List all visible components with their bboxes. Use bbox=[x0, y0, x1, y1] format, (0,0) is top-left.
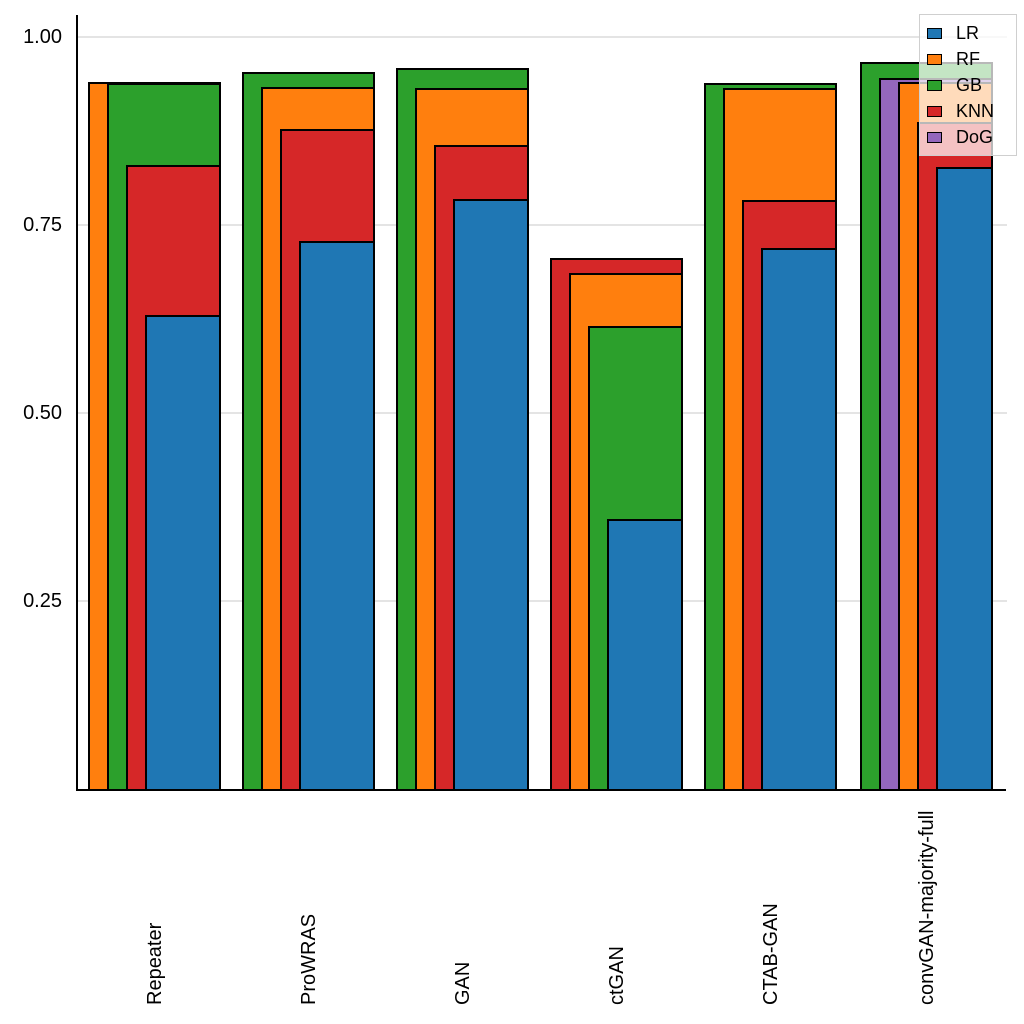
legend-item-LR: LR bbox=[927, 20, 1009, 46]
legend-swatch-icon bbox=[927, 105, 942, 117]
legend-item-RF: RF bbox=[927, 46, 1009, 72]
y-tick-label: 1.00 bbox=[23, 26, 62, 48]
x-tick-label-GAN: GAN bbox=[451, 961, 474, 1005]
legend-label: GB bbox=[956, 74, 983, 95]
bar-ProWRAS-LR bbox=[299, 241, 375, 791]
legend-item-KNN: KNN bbox=[927, 98, 1009, 124]
bar-Repeater-LR bbox=[145, 315, 221, 791]
legend-swatch-icon bbox=[927, 131, 942, 143]
legend-swatch-icon bbox=[927, 27, 942, 39]
gridline-0.75 bbox=[76, 224, 1007, 226]
legend-label: RF bbox=[956, 48, 980, 69]
legend-label: KNN bbox=[956, 100, 995, 121]
legend-label: DoG bbox=[956, 126, 994, 147]
x-tick-label-Repeater: Repeater bbox=[143, 922, 166, 1005]
gridline-1.00 bbox=[76, 36, 1007, 38]
y-tick-label: 0.75 bbox=[23, 214, 62, 236]
gridline-0.50 bbox=[76, 412, 1007, 414]
legend-item-GB: GB bbox=[927, 72, 1009, 98]
x-tick-label-convGAN-majority-full: convGAN-majority-full bbox=[915, 810, 938, 1005]
gridline-0.25 bbox=[76, 600, 1007, 602]
legend-swatch-icon bbox=[927, 53, 942, 65]
y-tick-label: 0.25 bbox=[23, 590, 62, 612]
legend: LR RF GB KNN DoG bbox=[919, 14, 1017, 156]
bar-ctGAN-LR bbox=[607, 519, 683, 791]
legend-swatch-icon bbox=[927, 79, 942, 91]
x-tick-label-CTAB-GAN: CTAB-GAN bbox=[759, 903, 782, 1005]
bar-convGAN-majority-full-LR bbox=[936, 167, 993, 791]
legend-item-DoG: DoG bbox=[927, 124, 1009, 150]
x-axis-line bbox=[76, 789, 1006, 791]
bar-CTAB-GAN-LR bbox=[761, 248, 837, 791]
bar-GAN-LR bbox=[453, 199, 529, 791]
legend-label: LR bbox=[956, 22, 980, 43]
x-tick-label-ProWRAS: ProWRAS bbox=[297, 913, 320, 1005]
x-tick-label-ctGAN: ctGAN bbox=[605, 946, 628, 1005]
y-tick-label: 0.50 bbox=[23, 402, 62, 424]
y-axis-line bbox=[76, 15, 78, 791]
